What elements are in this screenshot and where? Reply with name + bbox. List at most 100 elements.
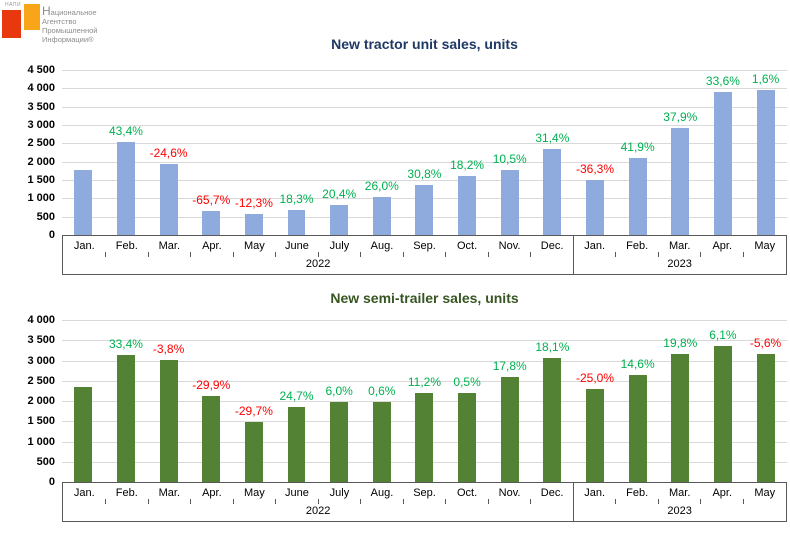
y-tick-label: 0 [48,229,55,241]
bar [244,421,263,482]
bar [74,386,93,482]
pct-change-label: 26,0% [364,178,399,193]
x-axis: Jan. Feb. Mar. Apr. May June July Aug. Sep. Oct. N… [62,235,787,275]
bar-column: 1,6% [744,70,787,235]
month-label: Mar. [658,483,701,504]
bar [671,353,690,482]
bar-column: 0,6% [360,320,403,482]
month-label: May [754,240,776,252]
month-label: Aug. [361,236,404,257]
bar-column: -24,6% [147,70,190,235]
logo-company-name: Национальное Агентство Промышленной Инфо… [42,4,98,44]
pct-change-label: 11,2% [407,374,442,389]
bar [287,209,306,235]
month-label: Apr. [191,483,234,504]
bar-series: 43,4% -24,6% -65,7% -12,3% 18,3% 20,4% 26,0% 30… [62,70,787,235]
bar-column: -5,6% [744,320,787,482]
month-label: Aug. [361,483,404,504]
bar-column: 18,1% [531,320,574,482]
bar [500,376,519,482]
bar-column: -65,7% [190,70,233,235]
y-tick-label: 2 500 [27,137,55,150]
bar [713,92,732,235]
month-label: Oct. [446,483,489,504]
month-label: Apr. [701,483,744,504]
pct-change-label: 14,6% [620,357,655,372]
year-label: 2022 [305,505,331,517]
bar-column: 37,9% [659,70,702,235]
pct-change-label: -25,0% [575,370,615,385]
year-labels-row: 2022 2023 [63,257,786,274]
month-label: July [318,483,361,504]
bar [756,90,775,235]
bar-column: 41,9% [616,70,659,235]
month-label: Apr. [191,236,234,257]
y-tick-label: 500 [36,210,55,223]
y-axis: 4 000 3 500 3 000 2 500 2 000 1 500 1 000 500 0 [4,314,62,488]
y-tick-label: 1 500 [27,174,55,186]
pct-change-label: -29,9% [192,378,231,393]
bar [244,213,263,235]
month-label: June [276,483,319,504]
month-label: Mar. [148,236,191,257]
month-label: July [318,236,361,257]
bar [543,357,562,482]
bar [500,169,519,235]
gridline [62,180,787,181]
tractor-sales-chart: New tractor unit sales, units 4 500 4 000… [0,36,790,275]
y-tick-label: 500 [36,455,55,468]
gridline [62,143,787,145]
bar [415,185,434,235]
pct-change-label: 1,6% [751,72,780,87]
year-divider-line [573,483,575,521]
bar-column: 43,4% [105,70,148,235]
bar-column: -29,7% [233,320,276,482]
gridline [62,320,787,321]
year-label: 2023 [667,258,692,270]
bar [74,169,93,235]
bar [287,406,306,482]
pct-change-label: 17,8% [492,358,527,373]
y-tick-label: 2 000 [27,155,55,168]
y-tick-label: 4 500 [27,64,55,76]
bar [458,176,477,235]
pct-change-label: -29,7% [234,403,273,418]
pct-change-label: 41,9% [620,139,655,154]
bar [330,402,349,482]
month-label: Sep. [403,236,446,257]
month-label: May [754,487,776,499]
pct-change-label: 0,6% [368,384,396,399]
chart-title: New tractor unit sales, units [331,36,518,52]
gridline [62,125,787,126]
bar-column: 19,8% [659,320,702,482]
plot-area: 4 000 3 500 3 000 2 500 2 000 1 500 1 000 500 0 … [27,314,787,488]
y-tick-label: 2 500 [27,374,55,387]
bar [586,388,604,482]
logo-acronym-text: НАПИ [5,2,22,8]
bar [202,396,221,482]
pct-change-label: 18,2% [450,158,485,173]
month-label: May [233,483,276,504]
bar [543,149,562,235]
y-tick-label: 3 000 [27,119,55,131]
pct-change-label: 0,5% [453,374,481,389]
bar-column: 11,2% [403,320,446,482]
bar-column: -12,3% [233,70,276,235]
pct-change-label: 37,9% [663,110,698,125]
bar-column [62,320,105,482]
bar-column: 14,6% [616,320,659,482]
month-label: Jan. [573,236,616,257]
bar-column: 6,1% [702,320,745,482]
year-divider-line [573,236,575,274]
pct-change-label: 19,8% [663,335,698,350]
pct-change-label: 30,8% [407,167,442,182]
month-label: Jan. [573,483,616,504]
bar [458,392,477,482]
month-label: Feb. [616,236,659,257]
bar [415,392,434,482]
y-axis: 4 500 4 000 3 500 3 000 2 500 2 000 1 500 1 000… [4,64,62,241]
month-label: Feb. [106,483,149,504]
month-label: Dec. [540,240,564,252]
y-tick-label: 1 000 [27,192,55,205]
bar [756,353,775,482]
